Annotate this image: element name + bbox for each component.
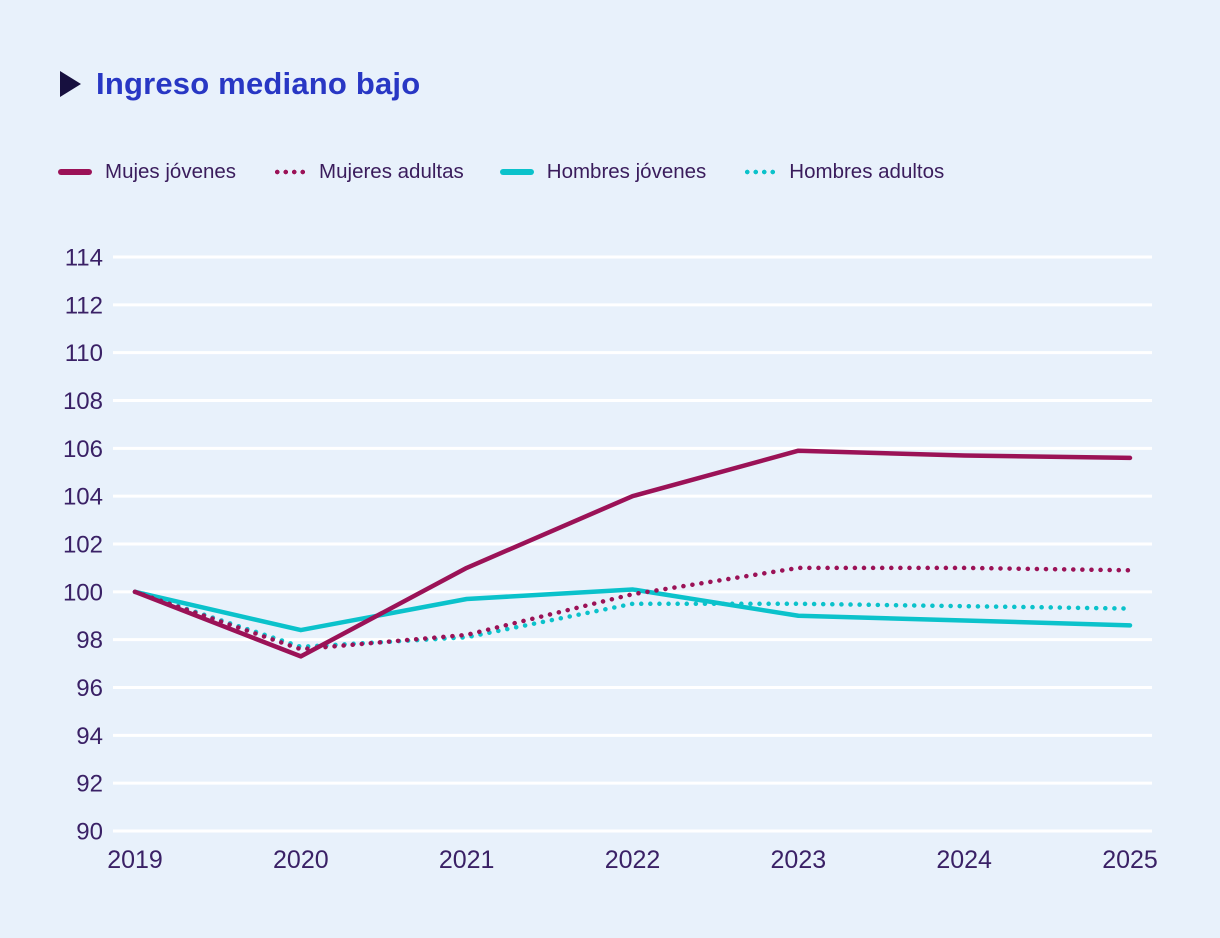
series-line-mujes-jovenes (132, 448, 1133, 659)
play-arrow-icon (60, 71, 81, 97)
y-axis-tick-label: 112 (65, 292, 103, 319)
y-axis-tick-label: 106 (63, 436, 103, 463)
legend-swatch-solid-maroon-icon (58, 169, 92, 175)
x-axis-tick-label: 2019 (107, 846, 163, 874)
x-axis-tick-label: 2020 (273, 846, 329, 874)
legend-swatch-solid-cyan-icon (499, 169, 534, 175)
chart-title: Ingreso mediano bajo (96, 66, 421, 101)
y-axis-tick-label: 108 (63, 388, 103, 415)
y-axis-tick-label: 92 (76, 771, 103, 798)
legend-item-mujeres-adultas: Mujeres adultas (272, 160, 464, 184)
legend-label-mujeres-adultas: Mujeres adultas (319, 160, 464, 183)
legend-item-mujes-jovenes: Mujes jóvenes (58, 160, 236, 184)
series-line-mujeres-adultas (132, 565, 1133, 652)
y-axis-tick-label: 100 (63, 579, 103, 606)
x-axis-tick-label: 2023 (771, 846, 827, 874)
y-axis-tick-label: 90 (76, 819, 103, 846)
y-axis-tick-label: 94 (76, 723, 103, 750)
chart-legend: Mujes jóvenes Mujeres adultas Hombres jó… (58, 160, 944, 184)
legend-label-mujes-jovenes: Mujes jóvenes (105, 160, 237, 183)
x-axis-tick-label: 2022 (605, 846, 661, 874)
legend-swatch-dotted-maroon-icon (272, 169, 307, 175)
y-axis-tick-label: 96 (76, 675, 103, 702)
series-line-hombres-adultos (132, 589, 1133, 650)
x-axis-tick-label: 2021 (439, 846, 495, 874)
y-axis-tick-label: 104 (63, 484, 103, 511)
x-axis-tick-label: 2025 (1102, 846, 1158, 874)
y-axis-tick-label: 114 (65, 245, 103, 272)
legend-item-hombres-adultos: Hombres adultos (742, 160, 944, 184)
x-axis-tick-label: 2024 (936, 846, 992, 874)
series-line-hombres-jovenes (132, 587, 1133, 633)
y-axis-tick-label: 102 (63, 532, 103, 559)
legend-swatch-dotted-cyan-icon (742, 169, 777, 175)
y-axis-tick-label: 98 (76, 627, 103, 654)
legend-label-hombres-adultos: Hombres adultos (789, 160, 945, 183)
chart-title-row: Ingreso mediano bajo (60, 66, 420, 102)
y-axis-tick-label: 110 (65, 340, 103, 367)
legend-label-hombres-jovenes: Hombres jóvenes (546, 160, 707, 183)
legend-item-hombres-jovenes: Hombres jóvenes (499, 160, 707, 184)
